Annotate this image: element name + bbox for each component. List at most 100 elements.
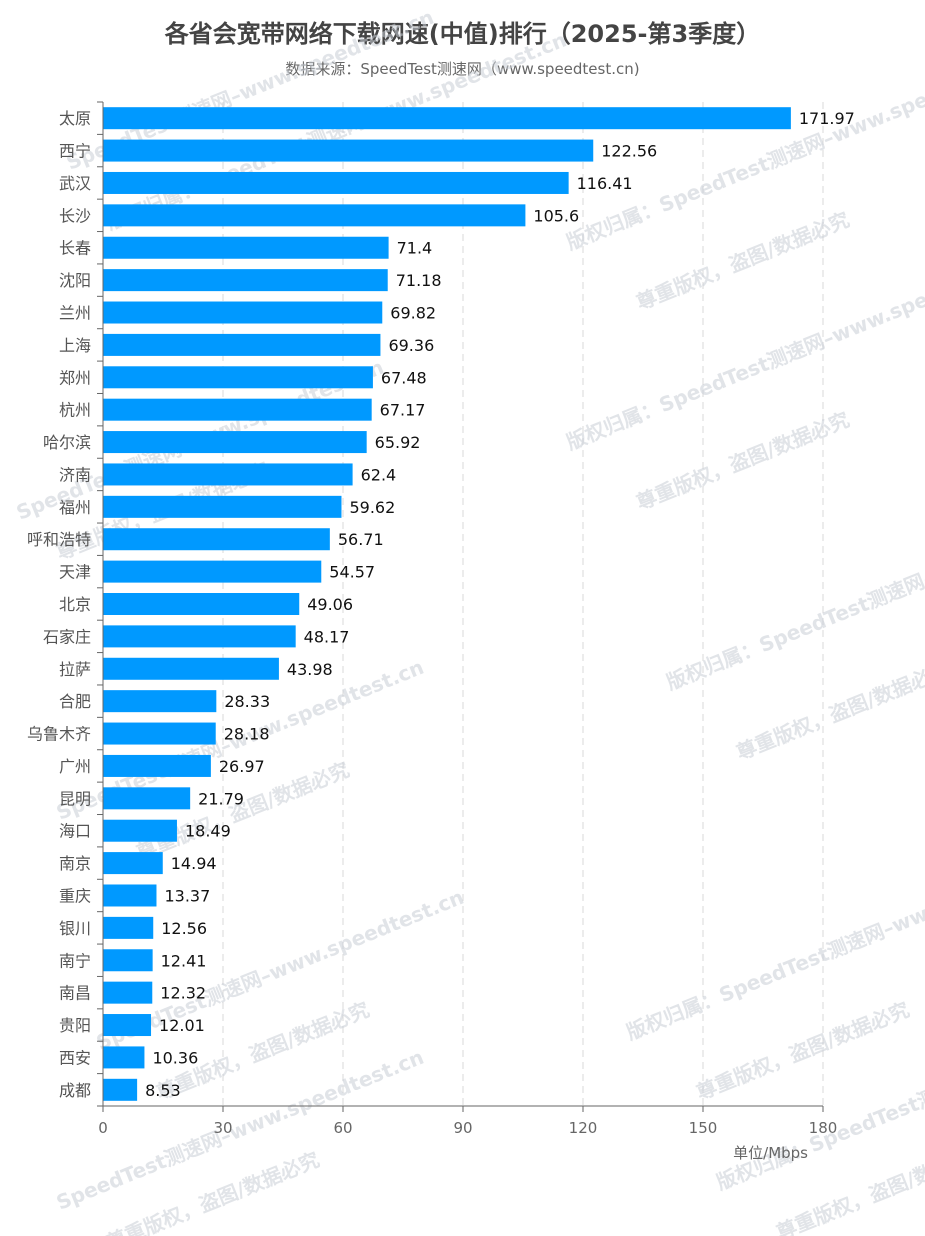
value-label: 171.97 (799, 109, 855, 128)
bar (103, 722, 216, 745)
bar (103, 625, 296, 648)
bar (103, 301, 383, 324)
bar (103, 754, 211, 777)
x-tick-label: 0 (98, 1119, 108, 1137)
value-label: 28.18 (224, 725, 270, 744)
value-label: 67.17 (380, 401, 426, 420)
bar (103, 1014, 152, 1037)
category-label: 贵阳 (59, 1016, 91, 1035)
bar (103, 431, 367, 454)
value-label: 13.37 (164, 886, 210, 905)
watermark-text: 版权归属：SpeedTest测速网–www.speedtest.cn (563, 247, 925, 454)
bar (103, 560, 322, 583)
value-label: 43.98 (287, 660, 333, 679)
value-label: 49.06 (307, 595, 353, 614)
bar (103, 528, 330, 551)
bar (103, 852, 163, 875)
bar (103, 949, 153, 972)
value-label: 59.62 (349, 498, 395, 517)
chart-subtitle: 数据来源：SpeedTest测速网（www.speedtest.cn) (285, 60, 640, 78)
bar (103, 981, 153, 1004)
value-label: 21.79 (198, 789, 244, 808)
category-label: 昆明 (59, 789, 91, 808)
bar (103, 495, 342, 518)
category-label: 上海 (59, 336, 91, 355)
value-label: 14.94 (171, 854, 217, 873)
value-label: 12.56 (161, 919, 207, 938)
value-label: 8.53 (145, 1081, 181, 1100)
watermark-text: 尊重版权，盗图/数据必究 (633, 207, 853, 314)
bar (103, 139, 594, 162)
bar (103, 398, 372, 421)
bar (103, 593, 300, 615)
category-label: 海口 (59, 822, 91, 841)
x-axis-label: 单位/Mbps (733, 1144, 808, 1162)
value-label: 12.32 (160, 984, 206, 1003)
value-label: 69.36 (388, 336, 434, 355)
bar (103, 819, 177, 842)
value-label: 122.56 (601, 142, 657, 161)
category-label: 西安 (59, 1048, 91, 1067)
category-label: 天津 (59, 563, 91, 582)
x-tick-label: 90 (453, 1119, 472, 1137)
chart-title: 各省会宽带网络下载网速(中值)排行（2025-第3季度） (164, 20, 761, 48)
bar (103, 690, 217, 713)
category-label: 拉萨 (59, 660, 91, 679)
category-label: 西宁 (59, 142, 91, 161)
bar (103, 333, 381, 356)
bar (103, 916, 154, 939)
category-label: 重庆 (59, 886, 91, 905)
value-label: 54.57 (329, 563, 375, 582)
bar (103, 171, 569, 194)
watermark-text: 尊重版权，盗图/数据必究 (733, 657, 925, 764)
bar (103, 1078, 138, 1101)
category-label: 长沙 (59, 206, 91, 225)
category-label: 沈阳 (59, 271, 91, 290)
x-tick-label: 180 (809, 1119, 838, 1137)
value-label: 12.41 (161, 951, 207, 970)
value-label: 69.82 (390, 304, 436, 323)
value-label: 28.33 (224, 692, 270, 711)
bar (103, 269, 388, 292)
value-label: 18.49 (185, 822, 231, 841)
category-label: 合肥 (59, 692, 91, 711)
category-label: 南宁 (59, 951, 91, 970)
bar (103, 1046, 145, 1069)
value-label: 48.17 (304, 627, 350, 646)
watermark-text: 版权归属：SpeedTest测速网–www.speedtest.cn (663, 487, 925, 694)
bar (103, 107, 791, 130)
category-label: 杭州 (59, 401, 91, 420)
x-tick-label: 120 (569, 1119, 598, 1137)
bar (103, 884, 157, 907)
axes: 0 30 60 90 120 150 180 太原西宁武汉长沙长春沈阳兰州上海郑州杭州哈尔滨济… (27, 101, 838, 1137)
category-label: 济南 (59, 465, 91, 484)
value-label: 71.4 (397, 239, 433, 258)
bar (103, 236, 389, 259)
bar (103, 787, 191, 810)
bars: 171.97 122.56 116.41 105.6 71.4 71.18 69.82 69.… (103, 107, 855, 1101)
value-label: 71.18 (396, 271, 442, 290)
value-label: 105.6 (533, 206, 579, 225)
value-label: 10.36 (152, 1048, 198, 1067)
category-label: 南京 (59, 854, 91, 873)
value-label: 116.41 (577, 174, 633, 193)
value-label: 12.01 (159, 1016, 205, 1035)
value-label: 56.71 (338, 530, 384, 549)
value-label: 67.48 (381, 368, 427, 387)
category-label: 武汉 (59, 174, 91, 193)
value-label: 26.97 (219, 757, 265, 776)
category-label: 福州 (59, 498, 91, 517)
bar (103, 657, 279, 680)
category-label: 南昌 (59, 984, 91, 1003)
category-label: 哈尔滨 (43, 433, 91, 452)
category-label: 石家庄 (43, 627, 91, 646)
watermark-text: 尊重版权，盗图/数据必究 (693, 997, 913, 1104)
category-label: 太原 (59, 109, 91, 128)
category-label: 兰州 (59, 304, 91, 323)
category-label: 长春 (59, 239, 91, 258)
category-label: 郑州 (59, 368, 91, 387)
x-tick-label: 60 (333, 1119, 352, 1137)
category-label: 呼和浩特 (27, 530, 91, 549)
x-tick-label: 30 (213, 1119, 232, 1137)
